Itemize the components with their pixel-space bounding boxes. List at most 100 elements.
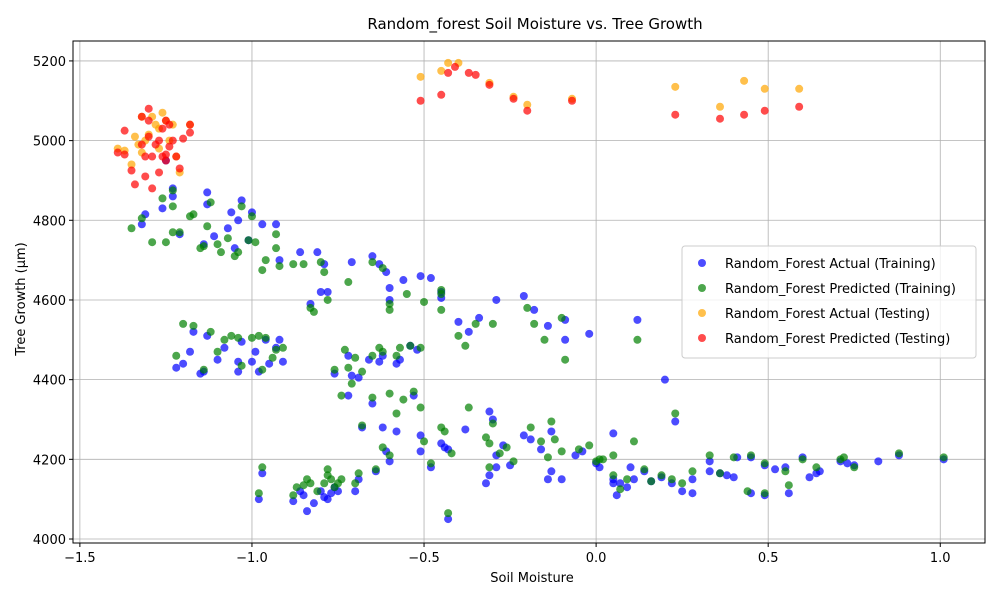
data-point [746,451,755,460]
data-point [268,353,277,362]
data-point [839,453,848,462]
data-point [347,258,356,267]
data-point [492,463,501,472]
data-point [168,186,177,195]
y-tick-label: 4400 [33,374,66,389]
data-point [199,242,208,251]
data-point [633,335,642,344]
data-point [671,110,680,119]
data-point [550,435,559,444]
data-point [557,475,566,484]
data-point [127,166,136,175]
data-point [247,357,256,366]
data-point [743,487,752,496]
data-point [158,194,167,203]
data-point [784,489,793,498]
x-axis-label: Soil Moisture [490,571,574,586]
data-point [254,331,263,340]
data-point [416,72,425,81]
data-point [488,419,497,428]
data-point [323,295,332,304]
data-point [464,68,473,77]
data-point [609,479,618,488]
data-point [137,112,146,121]
data-point [272,220,281,229]
legend-box [681,245,977,359]
data-point [716,469,725,478]
data-point [371,465,380,474]
data-point [716,102,725,111]
plot-frame [72,40,986,544]
data-point [155,136,164,145]
data-point [186,347,195,356]
data-point [492,295,501,304]
legend-marker [698,309,706,317]
series-3 [113,62,804,193]
data-point [795,84,804,93]
data-point [148,238,157,247]
data-point [406,341,415,350]
data-point [275,262,284,271]
data-point [161,156,170,165]
data-point [175,228,184,237]
data-point [519,431,528,440]
data-point [447,449,456,458]
data-point [368,258,377,267]
data-point [223,234,232,243]
data-point [526,423,535,432]
data-point [216,248,225,257]
data-point [172,152,181,161]
data-point [894,449,903,458]
data-point [141,152,150,161]
data-point [585,441,594,450]
data-point [705,451,714,460]
data-point [530,319,539,328]
data-point [454,317,463,326]
data-point [437,66,446,75]
data-point [609,471,618,480]
data-point [416,431,425,440]
data-point [640,465,649,474]
data-point [234,333,243,342]
data-point [210,232,219,241]
data-point [760,84,769,93]
data-point [168,192,177,201]
data-point [519,291,528,300]
data-point [623,483,632,492]
data-point [416,272,425,281]
legend-label: Random_Forest Predicted (Testing) [725,332,950,347]
data-point [278,357,287,366]
data-point [272,345,281,354]
data-point [671,82,680,91]
y-tick-label: 4800 [33,214,66,229]
data-point [392,427,401,436]
data-point [485,80,494,89]
chart-title: Random_forest Soil Moisture vs. Tree Gro… [367,15,702,34]
data-point [629,437,638,446]
data-point [543,453,552,462]
y-tick-label: 4600 [33,294,66,309]
data-point [385,305,394,314]
data-point [316,258,325,267]
x-tick-label: 1.0 [930,551,951,566]
data-point [337,391,346,400]
data-point [144,104,153,113]
data-point [234,216,243,225]
data-point [420,437,429,446]
data-point [234,248,243,257]
x-tick-label: −1.5 [64,551,96,566]
legend: Random_Forest Actual (Training) Random_Fo… [681,245,977,359]
data-point [368,351,377,360]
data-point [444,509,453,518]
data-point [299,491,308,500]
data-point [175,164,184,173]
data-point [186,120,195,129]
data-point [337,475,346,484]
points-layer [113,58,948,524]
y-tick-label: 4200 [33,453,66,468]
data-point [657,471,666,480]
data-point [127,224,136,233]
data-point [327,489,336,498]
data-point [309,499,318,508]
data-point [561,355,570,364]
